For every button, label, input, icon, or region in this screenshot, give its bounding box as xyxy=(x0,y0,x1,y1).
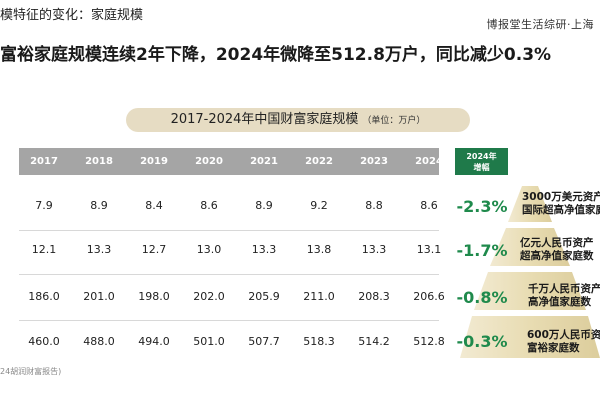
cell-value: 8.9 xyxy=(255,199,273,212)
table-title-pill: 2017-2024年中国财富家庭规模 （单位：万户） xyxy=(126,108,470,132)
year-header-2020: 2020 xyxy=(195,156,223,167)
brand-label: 博报堂生活综研·上海 xyxy=(486,18,594,31)
cell-value: 8.6 xyxy=(420,199,438,212)
pyramid-tier-4 xyxy=(460,316,600,358)
year-header-2019: 2019 xyxy=(140,156,168,167)
tier-label-line: 超高净值家庭数 xyxy=(520,250,594,262)
pyramid-tier-3 xyxy=(474,272,586,310)
cell-value: 512.8 xyxy=(413,335,445,348)
tier-label-line: 富裕家庭数 xyxy=(527,342,580,354)
tier-label-ultra-intl: 3000万美元资产 国际超高净值家庭 xyxy=(522,191,600,217)
cell-value: 13.3 xyxy=(86,243,112,256)
tier-label-line: 3000万美元资产 xyxy=(522,191,600,203)
cell-value: 202.0 xyxy=(193,290,225,303)
table-unit: （单位：万户） xyxy=(362,116,426,126)
table-row: 460.0 488.0 494.0 501.0 507.7 518.3 514.… xyxy=(19,322,519,362)
pyramid-tier-2 xyxy=(490,228,570,266)
wealth-pyramid xyxy=(460,186,600,358)
row-divider xyxy=(19,320,439,321)
tier-label-high: 千万人民币资产 高净值家庭数 xyxy=(528,283,600,309)
cell-value: 211.0 xyxy=(303,290,335,303)
cell-value: 13.8 xyxy=(306,243,332,256)
cell-value: 8.4 xyxy=(145,199,163,212)
growth-value: -0.8% xyxy=(456,288,508,307)
pyramid-tier-1 xyxy=(508,186,552,222)
tier-label-line: 高净值家庭数 xyxy=(528,296,591,308)
growth-header-line2: 增幅 xyxy=(473,163,490,172)
cell-value: 198.0 xyxy=(138,290,170,303)
cell-value: 201.0 xyxy=(83,290,115,303)
cell-value: 12.1 xyxy=(31,243,57,256)
cell-value: 507.7 xyxy=(248,335,280,348)
tier-label-line: 千万人民币资产 xyxy=(528,283,600,295)
growth-value: -1.7% xyxy=(456,241,508,260)
table-row: 186.0 201.0 198.0 202.0 205.9 211.0 208.… xyxy=(19,277,519,317)
growth-header-line1: 2024年 xyxy=(466,152,497,161)
tier-label-affluent: 600万人民币资产 富裕家庭数 xyxy=(527,329,600,355)
cell-value: 186.0 xyxy=(28,290,60,303)
growth-value: -0.3% xyxy=(456,332,508,351)
cell-value: 13.3 xyxy=(361,243,387,256)
cell-value: 8.9 xyxy=(90,199,108,212)
cell-value: 205.9 xyxy=(248,290,280,303)
cell-value: 206.6 xyxy=(413,290,445,303)
year-header-2018: 2018 xyxy=(85,156,113,167)
table-title: 2017-2024年中国财富家庭规模 xyxy=(170,112,359,127)
source-footnote: 24胡润财富报告) xyxy=(0,367,62,376)
cell-value: 8.8 xyxy=(365,199,383,212)
table-row: 7.9 8.9 8.4 8.6 8.9 9.2 8.8 8.6 xyxy=(19,186,519,226)
cell-value: 488.0 xyxy=(83,335,115,348)
cell-value: 501.0 xyxy=(193,335,225,348)
tier-label-line: 600万人民币资产 xyxy=(527,329,600,341)
growth-header: 2024年 增幅 xyxy=(455,148,508,175)
section-title: 模特征的变化：家庭规模 xyxy=(0,8,144,23)
cell-value: 8.6 xyxy=(200,199,218,212)
cell-value: 13.1 xyxy=(416,243,442,256)
cell-value: 13.3 xyxy=(251,243,277,256)
cell-value: 494.0 xyxy=(138,335,170,348)
table-row: 12.1 13.3 12.7 13.0 13.3 13.8 13.3 13.1 xyxy=(19,230,519,270)
table-header-row: 2017 2018 2019 2020 2021 2022 2023 2024 xyxy=(19,148,443,175)
year-header-2021: 2021 xyxy=(250,156,278,167)
tier-label-ultra: 亿元人民币资产 超高净值家庭数 xyxy=(520,237,594,263)
tier-label-line: 国际超高净值家庭 xyxy=(522,204,600,216)
cell-value: 208.3 xyxy=(358,290,390,303)
cell-value: 9.2 xyxy=(310,199,328,212)
cell-value: 7.9 xyxy=(35,199,53,212)
year-header-2022: 2022 xyxy=(305,156,333,167)
cell-value: 514.2 xyxy=(358,335,390,348)
cell-value: 13.0 xyxy=(196,243,222,256)
year-header-2017: 2017 xyxy=(30,156,58,167)
row-divider xyxy=(19,274,439,275)
page-headline: 富裕家庭规模连续2年下降，2024年微降至512.8万户，同比减少0.3% xyxy=(0,45,552,65)
row-divider xyxy=(19,230,439,231)
tier-label-line: 亿元人民币资产 xyxy=(520,237,594,249)
year-header-2023: 2023 xyxy=(360,156,388,167)
cell-value: 460.0 xyxy=(28,335,60,348)
cell-value: 518.3 xyxy=(303,335,335,348)
year-header-2024: 2024 xyxy=(415,156,443,167)
growth-value: -2.3% xyxy=(456,197,508,216)
cell-value: 12.7 xyxy=(141,243,167,256)
